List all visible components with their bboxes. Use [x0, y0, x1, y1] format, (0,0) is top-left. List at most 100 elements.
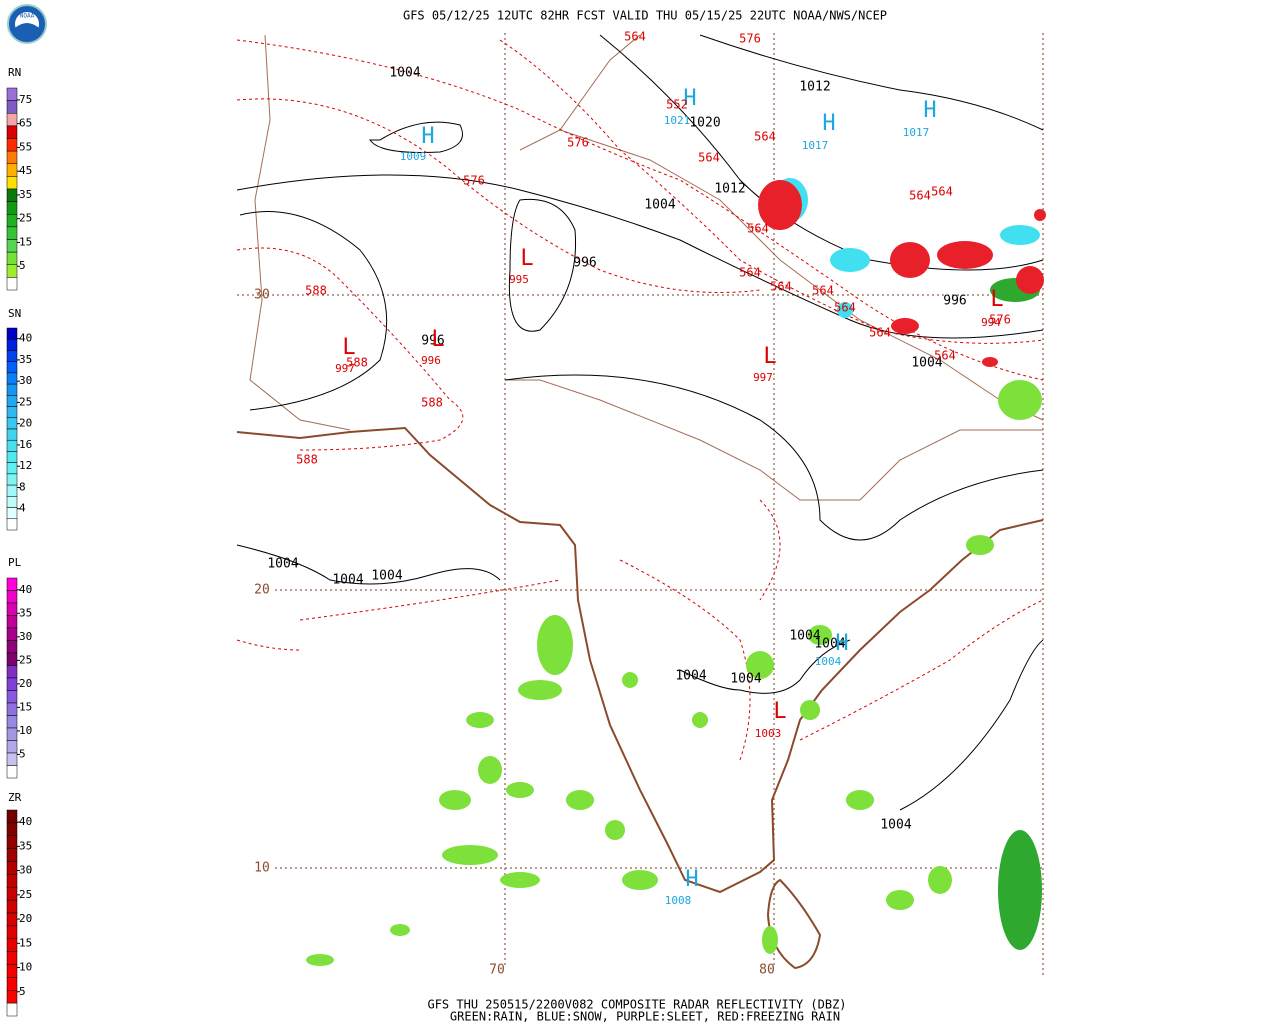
- low-symbol: L: [520, 246, 533, 271]
- legend-swatch: [6, 727, 18, 741]
- height-label: 564: [812, 284, 834, 298]
- low-symbol: L: [431, 327, 444, 352]
- height-label: 564: [624, 30, 646, 44]
- low-symbol: L: [990, 287, 1003, 312]
- legend-label: 20: [19, 417, 32, 430]
- legend-swatch: [6, 113, 18, 127]
- high-symbol: H: [683, 86, 696, 111]
- height-label: 576: [463, 174, 485, 188]
- legend-swatch: [6, 264, 18, 278]
- legend-label: 20: [19, 912, 32, 925]
- legend-label: 20: [19, 677, 32, 690]
- legend-label: 15: [19, 235, 32, 248]
- legend-label: 4: [19, 502, 26, 515]
- legend-label: 25: [19, 212, 32, 225]
- legend-swatch: [6, 188, 18, 202]
- legend-swatch: [6, 925, 18, 939]
- legend-swatch: [6, 715, 18, 729]
- height-label: 564: [770, 280, 792, 294]
- isobar-label: 1004: [814, 637, 845, 652]
- low-value: 1003: [755, 727, 782, 740]
- high-value: 1017: [802, 139, 829, 152]
- legend-swatch: [6, 451, 18, 463]
- isobar-label: 996: [943, 294, 966, 309]
- height-label: 564: [698, 151, 720, 165]
- high-value: 1021: [664, 114, 691, 127]
- legend-swatch: [6, 577, 18, 591]
- legend-title: SN: [8, 307, 21, 320]
- legend-swatch: [6, 752, 18, 766]
- legend-label: 30: [19, 630, 32, 643]
- legend-label: 75: [19, 93, 32, 106]
- isobar-label: 1004: [911, 356, 942, 371]
- legend-label: 10: [19, 961, 32, 974]
- legend-swatch: [6, 125, 18, 139]
- height-label: 588: [421, 396, 443, 410]
- height-label: 552: [666, 98, 688, 112]
- legend-swatch: [6, 518, 18, 531]
- height-label: 564: [934, 349, 956, 363]
- high-symbol: H: [421, 124, 434, 149]
- legend-swatch: [6, 484, 18, 497]
- low-symbol: L: [342, 335, 355, 360]
- legend-swatch: [6, 627, 18, 641]
- high-symbol: H: [835, 631, 848, 656]
- height-label: 576: [567, 136, 589, 150]
- legend-swatch: [6, 350, 18, 362]
- legend-label: 40: [19, 815, 32, 828]
- height-label: 588: [296, 453, 318, 467]
- lat-label: 10: [254, 861, 270, 876]
- high-value: 1009: [400, 150, 427, 163]
- high-symbol: H: [822, 111, 835, 136]
- legend-swatch: [6, 239, 18, 253]
- legend-swatch: [6, 439, 18, 452]
- lon-label: 70: [489, 963, 505, 978]
- legend-label: 55: [19, 140, 32, 153]
- legend-swatch: [6, 163, 18, 177]
- legend-swatch: [6, 765, 18, 779]
- legend-swatch: [6, 361, 18, 374]
- high-symbol: H: [685, 867, 698, 892]
- legend-label: 45: [19, 164, 32, 177]
- legend-swatch: [6, 395, 18, 407]
- legend-swatch: [6, 861, 18, 875]
- high-value: 1017: [903, 126, 930, 139]
- legend-label: 40: [19, 583, 32, 596]
- legend-swatch: [6, 327, 18, 340]
- legend-swatch: [6, 677, 18, 691]
- legend-label: 16: [19, 438, 32, 451]
- legend-swatch: [6, 977, 18, 991]
- map-area: [236, 33, 1046, 978]
- legend-swatch: [6, 822, 18, 836]
- legend-swatch: [6, 809, 18, 824]
- isobar-label: 1012: [799, 80, 830, 95]
- legend-title: ZR: [8, 791, 22, 804]
- legend-label: 5: [19, 985, 26, 998]
- height-label: 588: [305, 284, 327, 298]
- legend-swatch: [6, 874, 18, 888]
- isobar-label: 1004: [389, 66, 420, 81]
- legend-label: 15: [19, 700, 32, 713]
- legend-label: 35: [19, 188, 32, 201]
- legend-swatch: [6, 150, 18, 164]
- low-symbol: L: [763, 344, 776, 369]
- logo-text: NOAA: [20, 13, 35, 20]
- isobar-label: 1004: [675, 669, 706, 684]
- low-value: 995: [509, 273, 529, 286]
- coastline: [236, 426, 1044, 970]
- legend-swatch: [6, 473, 18, 486]
- height-label: 564: [747, 222, 769, 236]
- lat-label: 20: [254, 583, 270, 598]
- height-label: 564: [931, 185, 953, 199]
- legend-label: 15: [19, 936, 32, 949]
- isobar-label: 996: [573, 256, 596, 271]
- legend-label: 65: [19, 117, 32, 130]
- legend-swatch: [6, 1002, 18, 1017]
- legend-swatch: [6, 848, 18, 862]
- isobar-label: 1004: [267, 557, 298, 572]
- legend-label: 8: [19, 480, 26, 493]
- legend-swatch: [6, 383, 18, 396]
- legend-label: 25: [19, 653, 32, 666]
- noaa-logo: [7, 4, 47, 44]
